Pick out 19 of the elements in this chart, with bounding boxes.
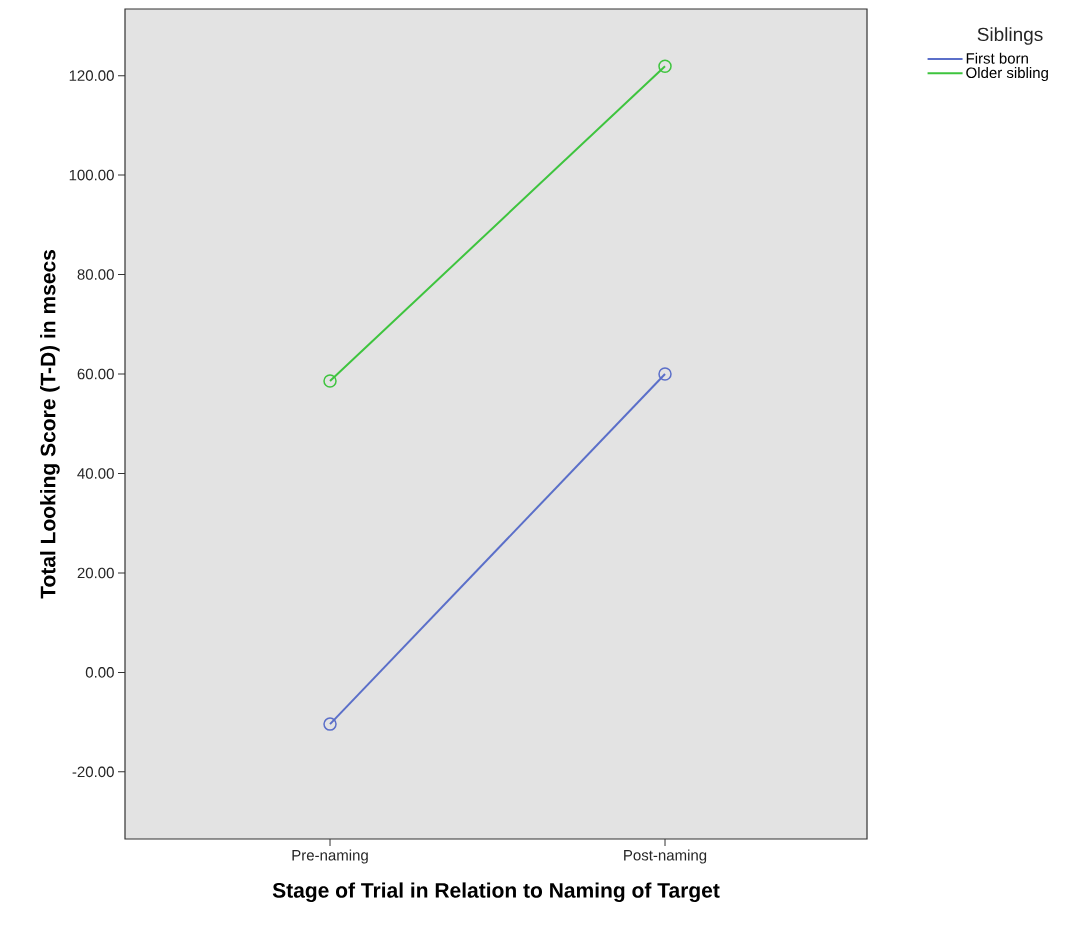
y-tick-label: 120.00 (69, 70, 114, 81)
y-axis-title: Total Looking Score (T-D) in msecs (40, 250, 60, 599)
y-tick-label: 80.00 (77, 269, 114, 280)
y-tick-label: 60.00 (77, 368, 114, 380)
y-tick-label: 100.00 (69, 169, 114, 181)
point (658, 59, 672, 73)
y-tick-label: -20.00 (72, 766, 114, 778)
y-tick-label: 20.00 (77, 567, 114, 579)
y-tick-label: 40.00 (77, 468, 114, 479)
x-tick-label: Pre-naming (292, 849, 368, 864)
legend-label: Older sibling (966, 67, 1048, 82)
point (323, 374, 337, 388)
x-axis-title: Stage of Trial in Relation to Naming of Target (272, 882, 720, 903)
y-tick-label: 0.00 (85, 667, 114, 678)
legend-title: Siblings (977, 27, 1043, 45)
x-tick-label: Post-naming (624, 849, 707, 864)
point (658, 367, 672, 381)
point (323, 717, 337, 731)
legend-label: First born (966, 52, 1028, 64)
